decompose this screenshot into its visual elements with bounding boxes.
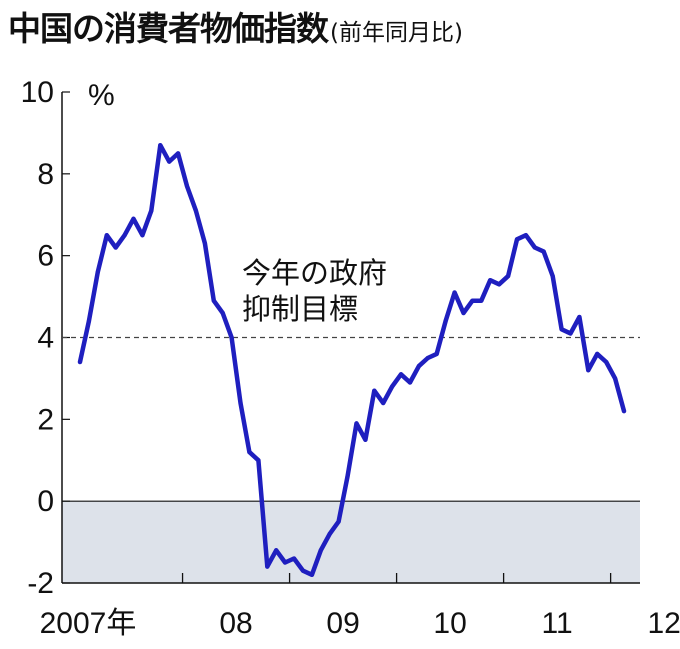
x-year-label: 08	[219, 607, 252, 640]
data-point	[265, 564, 270, 569]
y-tick-label: 4	[37, 322, 54, 355]
data-points	[78, 143, 626, 577]
data-point	[140, 233, 145, 238]
data-point	[292, 556, 296, 561]
data-point	[586, 368, 591, 373]
y-tick-label: -2	[27, 567, 54, 600]
data-point	[515, 237, 519, 242]
x-year-label: 12	[647, 607, 680, 640]
data-point	[176, 151, 181, 156]
data-point	[408, 380, 412, 385]
data-point	[595, 351, 600, 356]
data-point	[390, 384, 395, 389]
x-year-label: 11	[542, 607, 573, 640]
data-point	[247, 450, 252, 455]
reference-line-label: 抑制目標	[242, 292, 358, 326]
data-point	[86, 319, 91, 324]
chart-subtitle: (前年同月比)	[330, 20, 463, 46]
data-point	[256, 458, 261, 463]
x-year-label: 2007年	[40, 607, 137, 640]
data-point	[532, 245, 537, 250]
data-point	[577, 315, 582, 319]
data-point	[354, 421, 359, 426]
y-tick-label: 0	[37, 485, 54, 518]
data-point	[78, 360, 82, 364]
data-point	[122, 233, 127, 238]
x-year-label: 09	[326, 607, 359, 640]
data-point	[416, 364, 421, 369]
data-point	[604, 360, 609, 364]
chart-title-main: 中国の消費者物価指数	[8, 9, 329, 48]
y-tick-label: 6	[37, 240, 54, 273]
y-tick-labels: 10 8 6 4 2 0 -2	[21, 76, 54, 600]
data-point	[434, 351, 439, 356]
data-point	[559, 327, 564, 332]
data-point	[345, 474, 350, 479]
data-point	[158, 143, 163, 148]
data-point	[202, 241, 207, 246]
data-point	[283, 560, 288, 565]
data-point	[211, 298, 216, 303]
reference-line-label: 今年の政府	[242, 256, 387, 290]
data-point	[479, 298, 484, 303]
data-point	[301, 568, 305, 573]
data-point	[443, 319, 448, 324]
data-point	[372, 388, 377, 393]
data-point	[613, 376, 618, 381]
data-point	[461, 311, 466, 315]
y-tick-label: 10	[21, 76, 54, 109]
data-point	[541, 249, 546, 254]
data-point	[550, 274, 555, 279]
data-point	[470, 298, 475, 303]
data-point	[193, 208, 198, 213]
y-tick-label: 8	[37, 158, 54, 191]
data-point	[327, 531, 332, 536]
data-point	[381, 401, 386, 405]
data-point	[229, 335, 234, 340]
data-point	[220, 311, 225, 315]
data-point	[622, 409, 626, 414]
data-point	[425, 356, 430, 360]
negative-region-band	[62, 501, 640, 583]
cpi-series-line	[77, 142, 627, 578]
data-point	[488, 278, 493, 283]
data-point	[318, 548, 323, 553]
chart-title: 中国の消費者物価指数(前年同月比)	[8, 2, 463, 50]
data-point	[149, 208, 154, 213]
data-point	[399, 372, 403, 377]
data-point	[497, 282, 502, 287]
data-point	[568, 331, 573, 336]
data-point	[274, 548, 279, 553]
y-unit-label: %	[88, 79, 115, 112]
data-point	[113, 245, 118, 250]
data-point	[131, 216, 136, 221]
data-point	[336, 519, 341, 524]
data-point	[309, 572, 314, 577]
y-tick-label: 2	[37, 403, 54, 436]
data-point	[185, 184, 189, 189]
data-point	[506, 274, 511, 279]
data-point	[238, 401, 243, 405]
data-point	[523, 233, 528, 238]
data-point	[363, 437, 368, 442]
x-year-labels: 2007年 08 09 10 11 12	[40, 607, 680, 640]
data-point	[452, 290, 457, 295]
data-point	[95, 270, 100, 274]
x-year-label: 10	[433, 607, 466, 640]
data-point	[167, 159, 172, 164]
data-point	[104, 233, 109, 238]
